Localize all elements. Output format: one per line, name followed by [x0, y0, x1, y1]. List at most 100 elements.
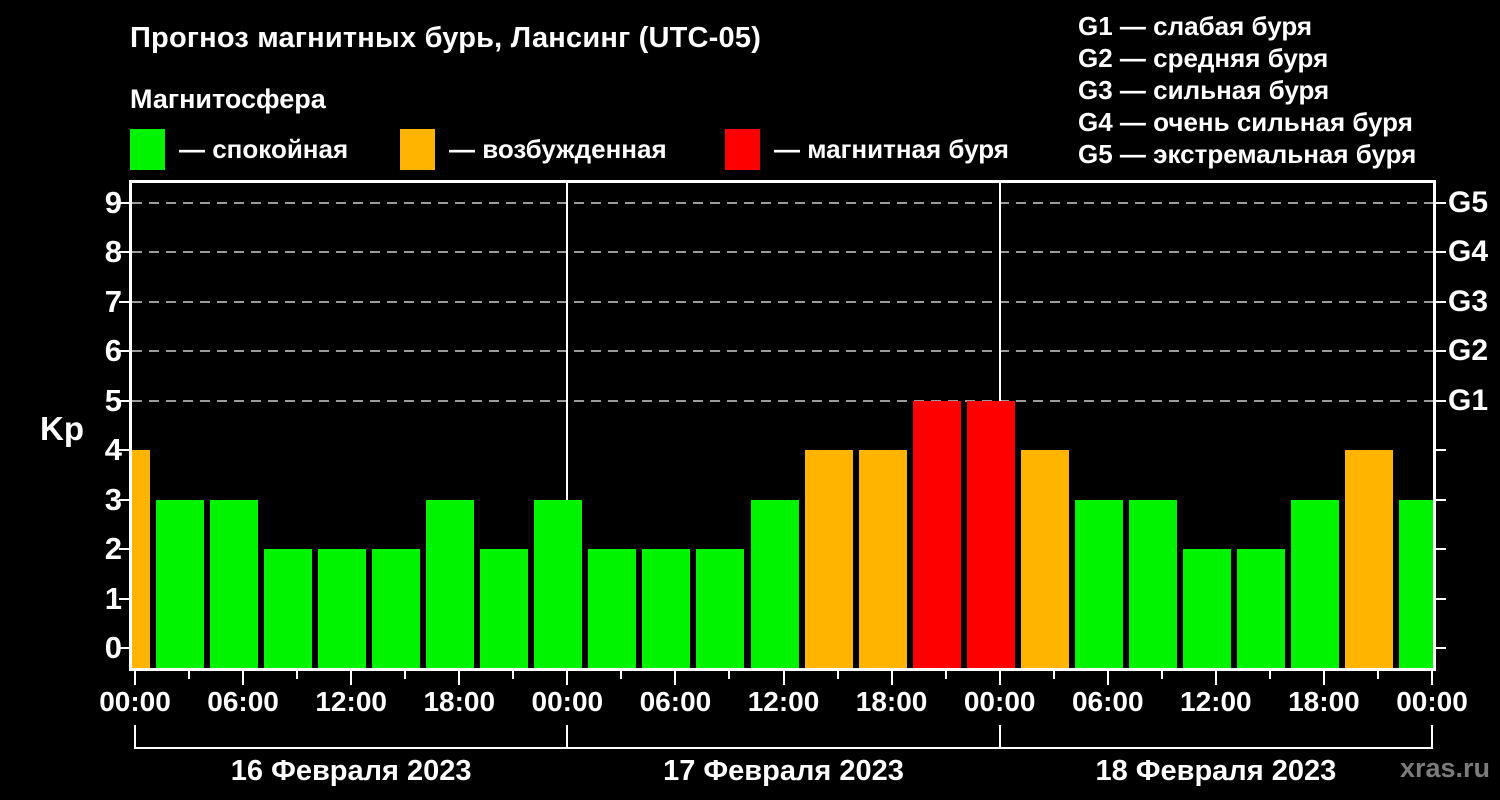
y-axis-tick-label: 7 [104, 283, 122, 319]
x-axis-tick-minor [188, 671, 191, 679]
date-bracket-tick [998, 725, 1001, 749]
g-level-label: G3 [1448, 284, 1489, 318]
gridline-kp5 [132, 399, 1433, 402]
x-axis-tick-minor [836, 671, 839, 679]
x-axis-tick-label: 12:00 [747, 686, 820, 717]
kp-status-legend: — спокойная — возбужденная — магнитная бур… [130, 127, 1110, 173]
x-axis-tick-major [782, 671, 785, 685]
chart-subtitle: Магнитосфера [130, 84, 326, 114]
g-level-label: G2 [1448, 334, 1489, 368]
g-legend-line: G2 — средняя буря [1078, 43, 1329, 73]
date-label: 18 Февраля 2023 [1095, 755, 1337, 787]
kp-bar [642, 549, 691, 668]
y-axis-tick-right [1436, 498, 1446, 501]
kp-bar [210, 499, 259, 668]
y-axis-tick-label: 4 [104, 432, 122, 468]
y-axis-tick-left [119, 300, 129, 303]
legend-swatch-excited [400, 128, 435, 170]
y-axis-tick-left [119, 399, 129, 402]
x-axis-tick-label: 00:00 [963, 686, 1036, 717]
y-axis-tick-right [1436, 548, 1446, 551]
legend-swatch-quiet [130, 128, 165, 170]
gridline-kp6 [132, 350, 1433, 353]
kp-bar [912, 400, 961, 668]
y-axis-tick-left [119, 251, 129, 254]
plot-area [129, 180, 1436, 671]
x-axis-tick-label: 06:00 [1071, 686, 1144, 717]
x-axis-tick-major [1431, 671, 1433, 685]
gridline-kp7 [132, 300, 1433, 303]
x-axis-tick-minor [404, 671, 407, 679]
legend-item-storm: — магнитная буря [725, 127, 1009, 171]
y-axis-tick-right [1436, 597, 1446, 600]
y-axis-tick-label: 1 [104, 580, 122, 616]
y-axis-tick-left [119, 350, 129, 353]
kp-bar [966, 400, 1015, 668]
kp-bar [696, 549, 745, 668]
y-axis-tick-label: 3 [104, 481, 122, 517]
legend-label-excited: — возбужденная [449, 133, 667, 164]
gridline-kp8 [132, 251, 1433, 254]
x-axis-tick-label: 06:00 [639, 686, 712, 717]
kp-bar [1236, 549, 1285, 668]
kp-bar [132, 450, 150, 668]
kp-bar [1128, 499, 1177, 668]
date-label: 16 Февраля 2023 [230, 755, 472, 787]
y-axis-tick-right [1436, 449, 1446, 452]
y-axis-tick-right [1436, 647, 1446, 650]
kp-bar [480, 549, 529, 668]
x-axis-tick-major [1322, 671, 1325, 685]
y-axis-tick-left [119, 498, 129, 501]
x-axis-tick-label: 12:00 [315, 686, 387, 717]
kp-bar [426, 499, 475, 668]
date-label: 17 Февраля 2023 [663, 755, 904, 787]
x-axis-tick-label: 00:00 [99, 686, 171, 717]
x-axis-tick-label: 12:00 [1180, 686, 1252, 717]
y-axis-tick-right [1436, 201, 1446, 204]
y-axis-tick-label: 9 [104, 184, 122, 220]
kp-bar [1290, 499, 1339, 668]
y-axis-tick-left [119, 201, 129, 204]
y-axis-tick-label: 0 [104, 630, 122, 666]
x-axis-tick-minor [620, 671, 623, 679]
kp-bar [1074, 499, 1123, 668]
y-axis-tick-left [119, 548, 129, 551]
x-axis-tick-major [242, 671, 245, 685]
y-axis-title: Kp [40, 410, 84, 447]
gridline-kp9 [132, 201, 1433, 204]
x-axis-tick-minor [728, 671, 731, 679]
date-bracket-tick [566, 725, 569, 749]
watermark: xras.ru [1399, 753, 1490, 783]
y-axis-tick-left [119, 449, 129, 452]
day-divider-line [566, 183, 569, 668]
g-legend-line: G1 — слабая буря [1078, 11, 1313, 41]
kp-bar [588, 549, 637, 668]
kp-bar [264, 549, 313, 668]
legend-item-excited: — возбужденная [400, 127, 667, 171]
kp-bar [534, 499, 583, 668]
y-axis-tick-right [1436, 300, 1446, 303]
x-axis-tick-label: 18:00 [423, 686, 496, 717]
y-axis-tick-right [1436, 350, 1446, 353]
kp-bar [1182, 549, 1231, 668]
g-legend-line: G5 — экстремальная буря [1078, 139, 1417, 169]
legend-item-quiet: — спокойная [130, 127, 348, 171]
g-legend-line: G4 — очень сильная буря [1078, 107, 1413, 137]
x-axis-tick-minor [512, 671, 515, 679]
kp-bar [372, 549, 421, 668]
date-bracket-line [135, 747, 1432, 749]
y-axis-tick-label: 8 [104, 234, 122, 270]
x-axis-tick-major [350, 671, 353, 685]
legend-label-storm: — магнитная буря [774, 133, 1009, 164]
x-axis-tick-minor [296, 671, 299, 679]
kp-bar [156, 499, 205, 668]
x-axis-tick-major [674, 671, 677, 685]
y-axis-tick-left [119, 647, 129, 650]
x-axis-tick-minor [1052, 671, 1055, 679]
y-axis-tick-right [1436, 399, 1446, 402]
g-scale-legend: G1 — слабая буря G2 — средняя буря G3 — си… [1078, 10, 1416, 170]
chart-title: Прогноз магнитных бурь, Лансинг (UTC-05) [130, 22, 762, 54]
kp-bar [1399, 499, 1433, 668]
legend-swatch-storm [725, 128, 760, 170]
x-axis-tick-minor [1268, 671, 1271, 679]
